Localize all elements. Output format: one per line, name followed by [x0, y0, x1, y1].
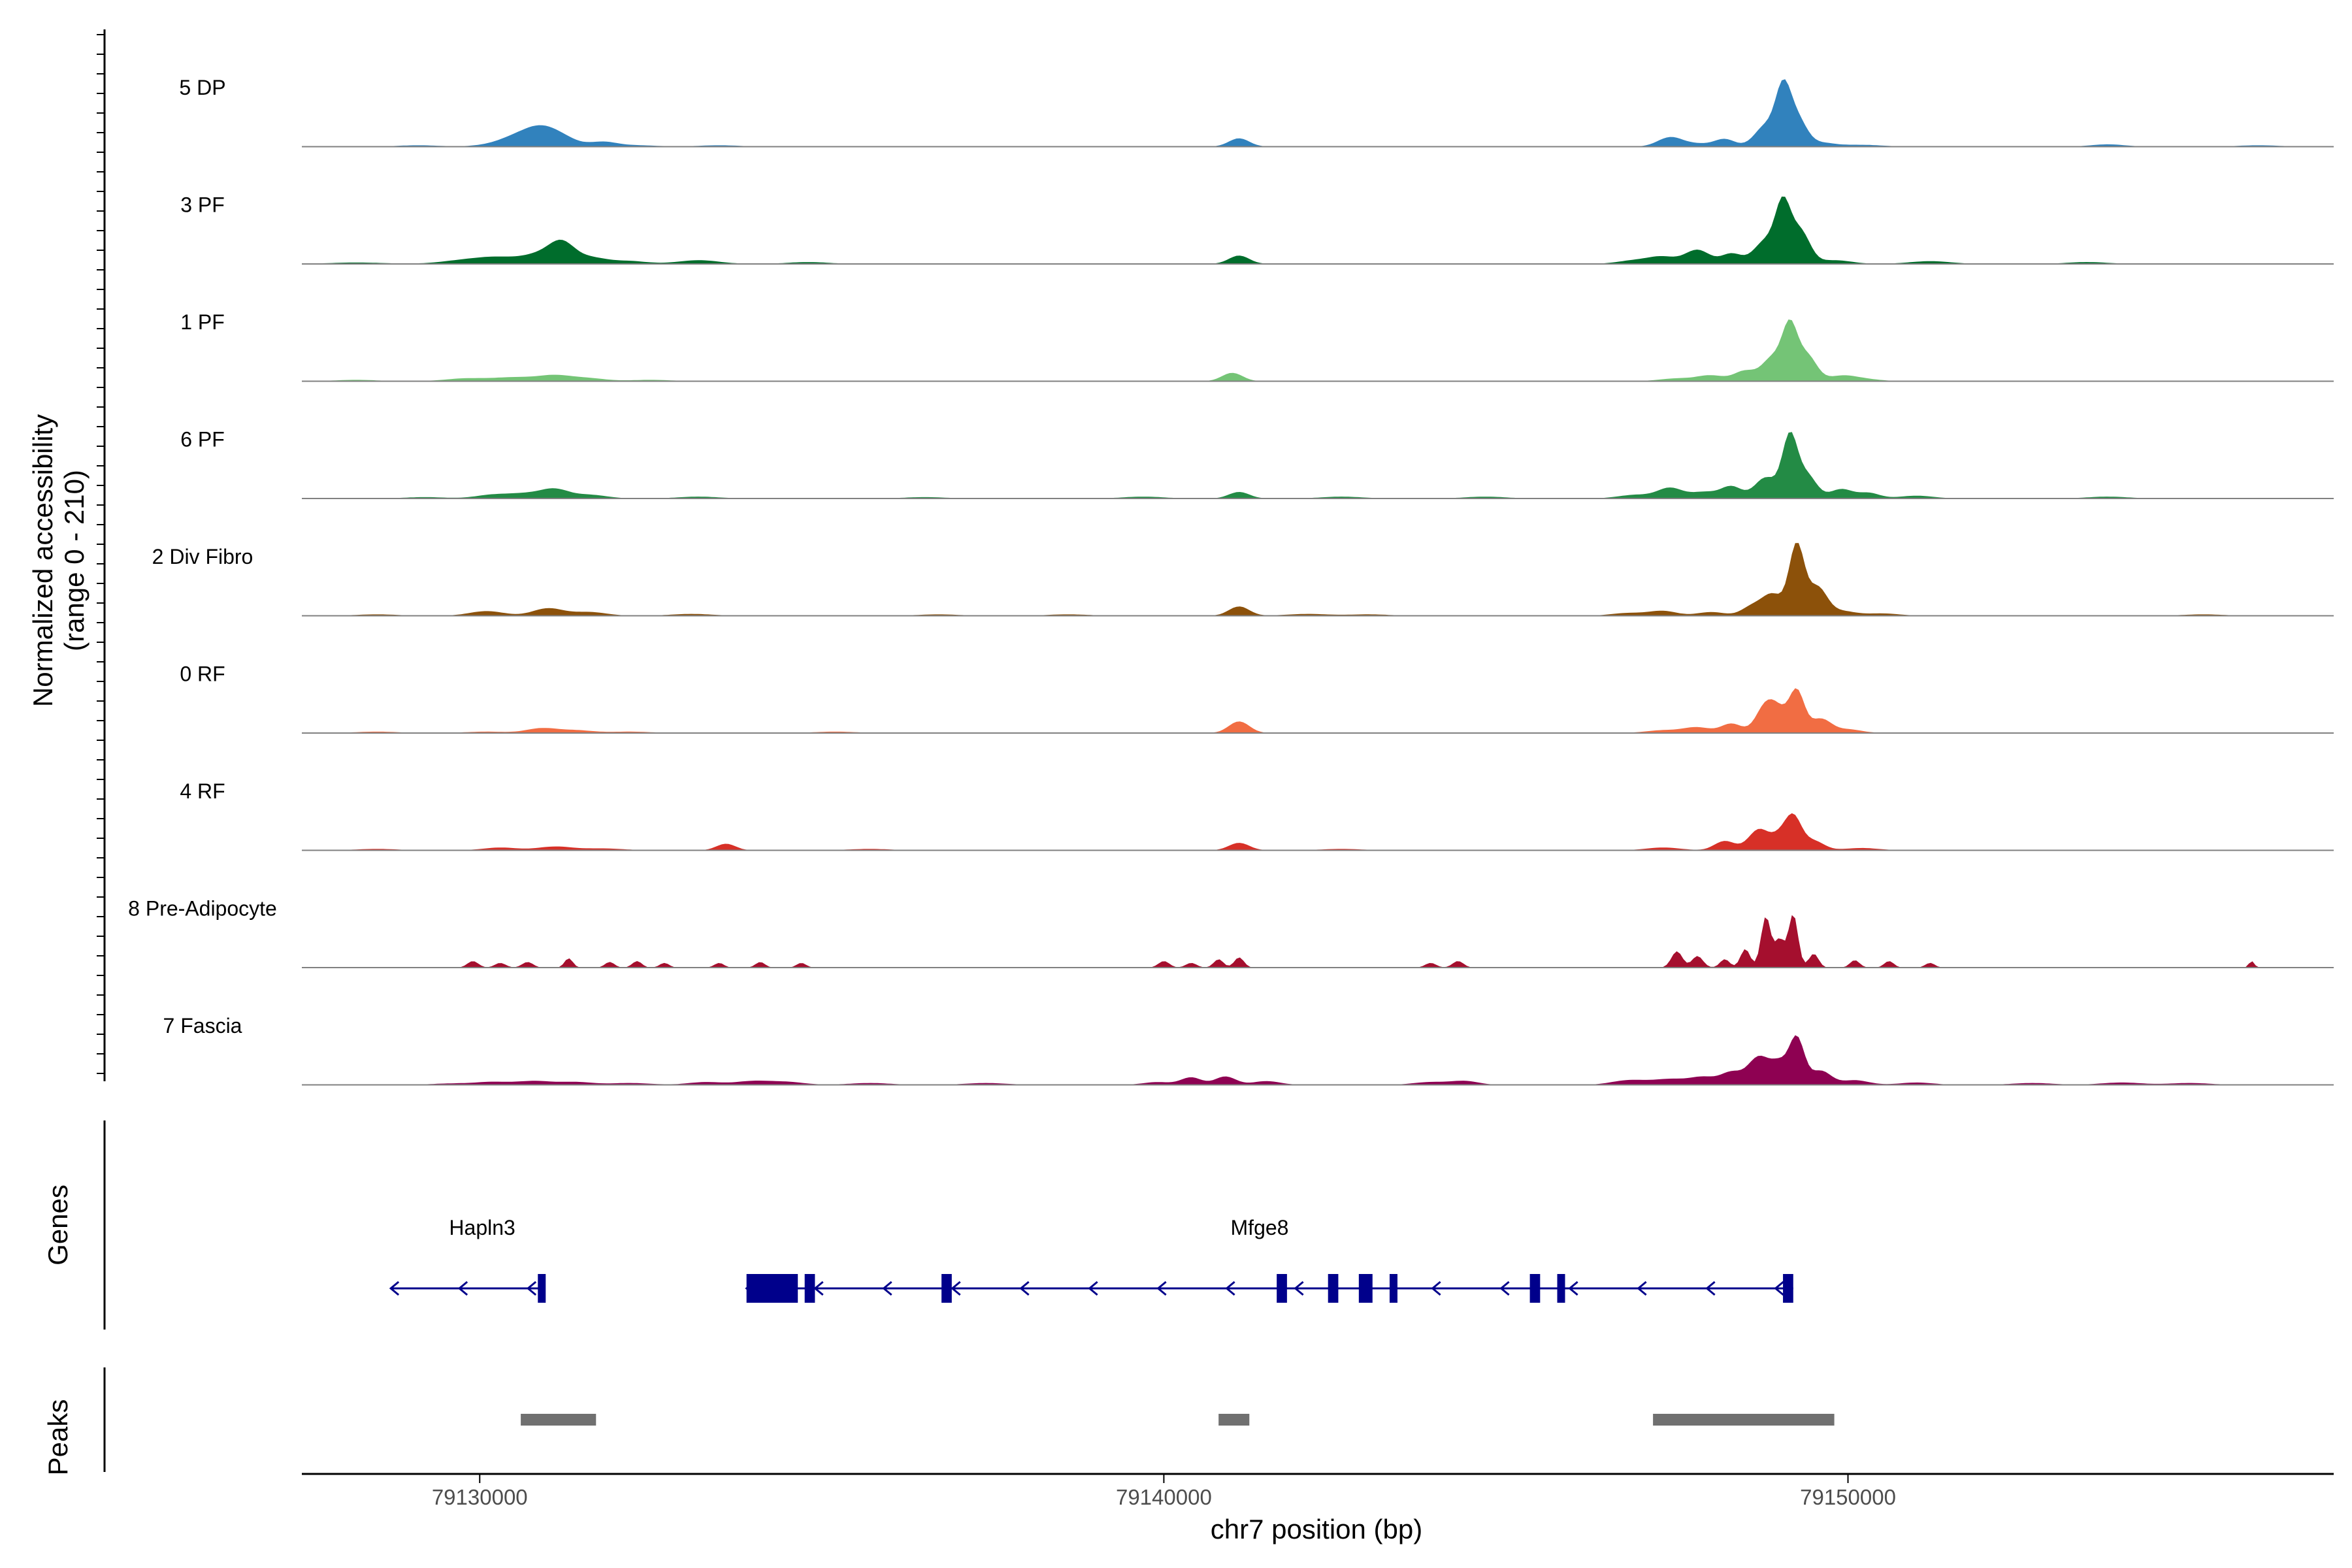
- strand-arrow: [1499, 1281, 1510, 1296]
- exon: [1529, 1274, 1541, 1303]
- track-label: 7 Fascia: [163, 1014, 242, 1037]
- strand-arrow: [1156, 1281, 1167, 1296]
- peak-region: [1218, 1414, 1250, 1426]
- gene-name-label: Hapln3: [449, 1216, 515, 1239]
- exon: [538, 1274, 546, 1303]
- track-3-pf: 3 PF: [180, 193, 2334, 265]
- genes-track: Hapln3 Mfge8: [103, 1120, 1793, 1330]
- strand-arrow: [389, 1281, 400, 1296]
- strand-arrow: [457, 1281, 468, 1296]
- exon: [1783, 1274, 1793, 1303]
- strand-arrow: [1019, 1281, 1030, 1296]
- exon: [1277, 1274, 1287, 1303]
- track-0-rf: 0 RF: [180, 662, 2334, 734]
- coverage-tracks: 5 DP 3 PF 1 PF 6 PF 2 Div Fibro 0 RF 4 RF 8 Pre…: [128, 76, 2334, 1086]
- strand-arrow: [882, 1281, 892, 1296]
- exon: [1389, 1274, 1397, 1303]
- coverage-area: [302, 688, 2334, 733]
- x-tick-label: 79150000: [1800, 1485, 1896, 1509]
- strand-arrow: [951, 1281, 961, 1296]
- coverage-area: [302, 543, 2334, 616]
- strand-arrow: [1431, 1281, 1441, 1296]
- coverage-area: [302, 813, 2334, 851]
- exon: [804, 1274, 815, 1303]
- y-axis: [97, 29, 106, 1081]
- strand-arrow: [526, 1281, 537, 1296]
- gene-mfge8: Mfge8: [745, 1216, 1793, 1303]
- track-label: 5 DP: [179, 76, 225, 99]
- strand-arrow: [1774, 1281, 1784, 1296]
- peaks-track-label: Peaks: [42, 1399, 73, 1476]
- exon: [746, 1274, 798, 1303]
- track-label: 1 PF: [180, 310, 225, 334]
- peak-region: [1653, 1414, 1835, 1426]
- strand-arrow: [1294, 1281, 1304, 1296]
- peaks-track: [103, 1367, 1835, 1472]
- gene-hapln3: Hapln3: [389, 1216, 546, 1303]
- x-tick-label: 79130000: [432, 1485, 528, 1509]
- x-tick-label: 79140000: [1116, 1485, 1212, 1509]
- x-axis-title: chr7 position (bp): [1211, 1514, 1423, 1544]
- track-6-pf: 6 PF: [180, 428, 2334, 499]
- exon: [1328, 1274, 1339, 1303]
- track-7-fascia: 7 Fascia: [163, 1014, 2334, 1086]
- track-1-pf: 1 PF: [180, 310, 2334, 382]
- coverage-area: [302, 79, 2334, 147]
- gene-name-label: Mfge8: [1231, 1216, 1289, 1239]
- strand-arrow: [1568, 1281, 1578, 1296]
- y-axis-title: Normalized accessibility: [27, 414, 58, 707]
- exon: [941, 1274, 952, 1303]
- track-8-pre-adipocyte: 8 Pre-Adipocyte: [128, 897, 2334, 968]
- exon: [1557, 1274, 1565, 1303]
- x-axis: 79130000 79140000 79150000: [302, 1473, 2334, 1509]
- y-axis-range-label: (range 0 - 210): [59, 470, 90, 651]
- track-4-rf: 4 RF: [180, 779, 2334, 851]
- exon: [1358, 1274, 1373, 1303]
- track-label: 0 RF: [180, 662, 225, 686]
- coverage-area: [302, 432, 2334, 498]
- track-label: 2 Div Fibro: [152, 545, 253, 568]
- coverage-area: [302, 915, 2334, 968]
- peak-region: [521, 1414, 596, 1426]
- coverage-area: [302, 319, 2334, 382]
- track-label: 8 Pre-Adipocyte: [128, 897, 277, 921]
- track-label: 6 PF: [180, 428, 225, 451]
- strand-arrow: [1225, 1281, 1235, 1296]
- track-5-dp: 5 DP: [179, 76, 2334, 148]
- strand-arrow: [1705, 1281, 1716, 1296]
- strand-arrow: [1637, 1281, 1647, 1296]
- strand-arrow: [813, 1281, 824, 1296]
- track-label: 3 PF: [180, 193, 225, 217]
- track-2-div-fibro: 2 Div Fibro: [152, 543, 2334, 617]
- strand-arrow: [1088, 1281, 1098, 1296]
- genes-track-label: Genes: [42, 1184, 73, 1266]
- coverage-area: [302, 196, 2334, 264]
- coverage-area: [302, 1035, 2334, 1085]
- track-label: 4 RF: [180, 779, 225, 803]
